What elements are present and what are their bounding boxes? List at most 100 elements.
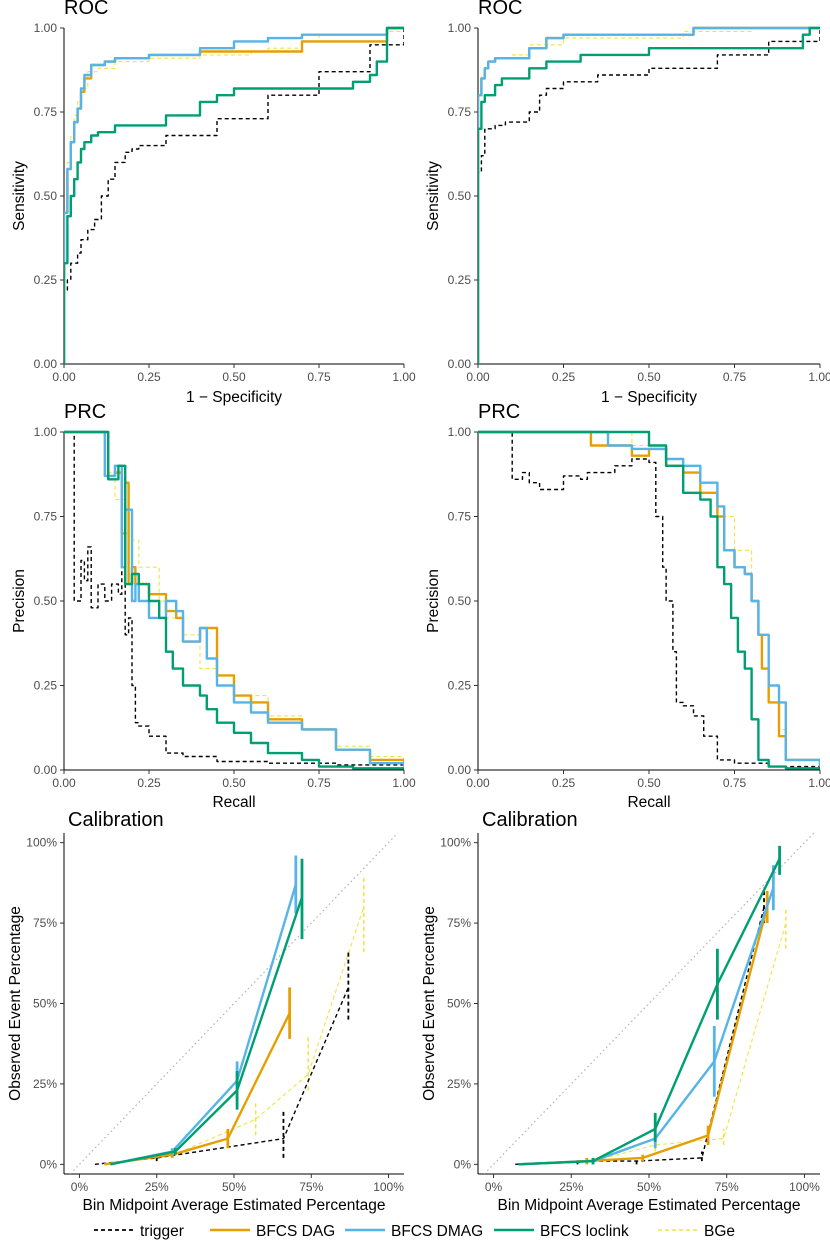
x-tick-label: 0.25 bbox=[137, 776, 161, 790]
series-line-bfcs-dag bbox=[64, 26, 404, 364]
x-tick-label: 75% bbox=[715, 1180, 739, 1194]
y-tick-label: 0.00 bbox=[448, 763, 472, 777]
x-tick-label: 0.00 bbox=[52, 776, 76, 790]
x-tick-label: 1.00 bbox=[392, 370, 416, 384]
y-tick-label: 0.50 bbox=[34, 594, 58, 608]
series-line-bfcs-dmag bbox=[478, 430, 820, 767]
series-line-bfcs-dag bbox=[518, 906, 769, 1166]
series-line-bfcs-loclink bbox=[64, 26, 404, 364]
panel-title: PRC bbox=[478, 401, 520, 423]
legend-label-bfcs-dmag: BFCS DMAG bbox=[391, 1223, 483, 1240]
y-axis-label: Sensitivity bbox=[11, 161, 28, 231]
series-line-bfcs-loclink bbox=[478, 26, 820, 364]
x-axis-label: Recall bbox=[212, 794, 255, 811]
y-tick-label: 50% bbox=[447, 997, 471, 1011]
y-tick-label: 100% bbox=[26, 836, 57, 850]
y-tick-label: 0.75 bbox=[448, 105, 472, 119]
series-line-bfcs-dmag bbox=[478, 26, 820, 364]
series-line-trigger bbox=[478, 28, 820, 364]
legend: trigger BFCS DAG BFCS DMAG BFCS loclink BGe bbox=[94, 1223, 735, 1240]
series-line-trigger bbox=[478, 431, 820, 769]
x-tick-label: 0.50 bbox=[222, 370, 246, 384]
x-axis-label: 1 − Specificity bbox=[186, 389, 282, 406]
y-tick-label: 25% bbox=[33, 1077, 57, 1091]
series-line-bfcs-loclink bbox=[478, 430, 820, 770]
legend-label-trigger: trigger bbox=[140, 1223, 184, 1240]
x-tick-label: 0.75 bbox=[723, 776, 747, 790]
x-tick-label: 1.00 bbox=[808, 776, 830, 790]
series-line-bfcs-loclink bbox=[110, 896, 304, 1166]
y-tick-label: 1.00 bbox=[34, 21, 58, 35]
panel-title: ROC bbox=[478, 0, 522, 19]
prc-left-panel: 0.00 0.25 0.50 0.75 1.00 0.00 0.25 0.50 0.75 1.00… bbox=[11, 401, 416, 811]
x-tick-label: 0.00 bbox=[466, 776, 490, 790]
y-tick-label: 25% bbox=[447, 1077, 471, 1091]
x-tick-label: 0.75 bbox=[307, 370, 331, 384]
y-tick-label: 0% bbox=[40, 1157, 58, 1171]
x-axis-label: Recall bbox=[627, 794, 670, 811]
y-tick-label: 0.50 bbox=[448, 594, 472, 608]
x-tick-label: 0.50 bbox=[637, 370, 661, 384]
x-tick-label: 100% bbox=[373, 1180, 404, 1194]
y-tick-label: 100% bbox=[440, 836, 471, 850]
y-tick-label: 0.75 bbox=[448, 510, 472, 524]
x-tick-label: 0.00 bbox=[466, 370, 490, 384]
y-axis-label: Sensitivity bbox=[425, 161, 442, 231]
series-line-trigger bbox=[94, 987, 350, 1165]
y-tick-label: 75% bbox=[33, 916, 57, 930]
series-line-trigger bbox=[515, 906, 765, 1165]
series-line-bge bbox=[110, 906, 365, 1165]
x-tick-label: 50% bbox=[637, 1180, 661, 1194]
x-tick-label: 25% bbox=[145, 1180, 169, 1194]
legend-label-bfcs-dag: BFCS DAG bbox=[256, 1223, 335, 1240]
y-axis-label: Precision bbox=[11, 569, 28, 633]
y-tick-label: 0.00 bbox=[34, 357, 58, 371]
legend-label-bfcs-loclink: BFCS loclink bbox=[540, 1223, 629, 1240]
reference-diagonal-line bbox=[483, 832, 815, 1174]
panel-title: Calibration bbox=[482, 809, 578, 831]
x-tick-label: 0.50 bbox=[637, 776, 661, 790]
y-tick-label: 50% bbox=[33, 997, 57, 1011]
y-tick-label: 0.00 bbox=[448, 357, 472, 371]
x-tick-label: 0.25 bbox=[137, 370, 161, 384]
x-tick-label: 75% bbox=[299, 1180, 323, 1194]
x-tick-label: 0.25 bbox=[552, 370, 576, 384]
x-axis-label: 1 − Specificity bbox=[601, 389, 697, 406]
y-tick-label: 0.00 bbox=[34, 763, 58, 777]
x-axis-label: Bin Midpoint Average Estimated Percentag… bbox=[497, 1197, 800, 1214]
y-axis-label: Observed Event Percentage bbox=[7, 906, 24, 1101]
x-tick-label: 25% bbox=[559, 1180, 583, 1194]
y-tick-label: 75% bbox=[447, 916, 471, 930]
chart-panels: 0.00 0.25 0.50 0.75 1.00 0.00 0.25 0.50 0.75 1.00… bbox=[7, 0, 830, 1214]
series-line-bge bbox=[64, 431, 404, 767]
y-tick-label: 0.25 bbox=[34, 273, 58, 287]
legend-label-bge: BGe bbox=[704, 1223, 735, 1240]
y-axis-label: Precision bbox=[425, 569, 442, 633]
x-tick-label: 0% bbox=[71, 1180, 89, 1194]
x-tick-label: 1.00 bbox=[392, 776, 416, 790]
roc-right-panel: 0.00 0.25 0.50 0.75 1.00 0.00 0.25 0.50 0.75 1.00… bbox=[425, 0, 830, 406]
x-tick-label: 0.75 bbox=[723, 370, 747, 384]
roc-left-panel: 0.00 0.25 0.50 0.75 1.00 0.00 0.25 0.50 0.75 1.00… bbox=[11, 0, 416, 406]
y-tick-label: 0.50 bbox=[448, 189, 472, 203]
x-tick-label: 1.00 bbox=[808, 370, 830, 384]
series-line-trigger bbox=[64, 28, 404, 364]
series-line-bfcs-dmag bbox=[64, 26, 404, 364]
x-tick-label: 0.25 bbox=[552, 776, 576, 790]
cal-right-panel: 0% 25% 50% 75% 100% 0% 25% 50% 75% 100% Calibratio… bbox=[421, 809, 820, 1214]
x-tick-label: 50% bbox=[222, 1180, 246, 1194]
series-line-trigger bbox=[64, 431, 404, 767]
y-tick-label: 0.50 bbox=[34, 189, 58, 203]
y-tick-label: 0.25 bbox=[448, 679, 472, 693]
x-tick-label: 0.00 bbox=[52, 370, 76, 384]
cal-left-panel: 0% 25% 50% 75% 100% 0% 25% 50% 75% 100% Calibratio… bbox=[7, 809, 404, 1214]
x-tick-label: 0% bbox=[485, 1180, 503, 1194]
y-axis-label: Observed Event Percentage bbox=[421, 906, 438, 1101]
y-tick-label: 0.25 bbox=[34, 679, 58, 693]
y-tick-label: 1.00 bbox=[448, 21, 472, 35]
y-tick-label: 1.00 bbox=[448, 425, 472, 439]
y-tick-label: 0.75 bbox=[34, 510, 58, 524]
prc-right-panel: 0.00 0.25 0.50 0.75 1.00 0.00 0.25 0.50 0.75 1.00… bbox=[425, 401, 830, 811]
panel-title: PRC bbox=[64, 401, 106, 423]
